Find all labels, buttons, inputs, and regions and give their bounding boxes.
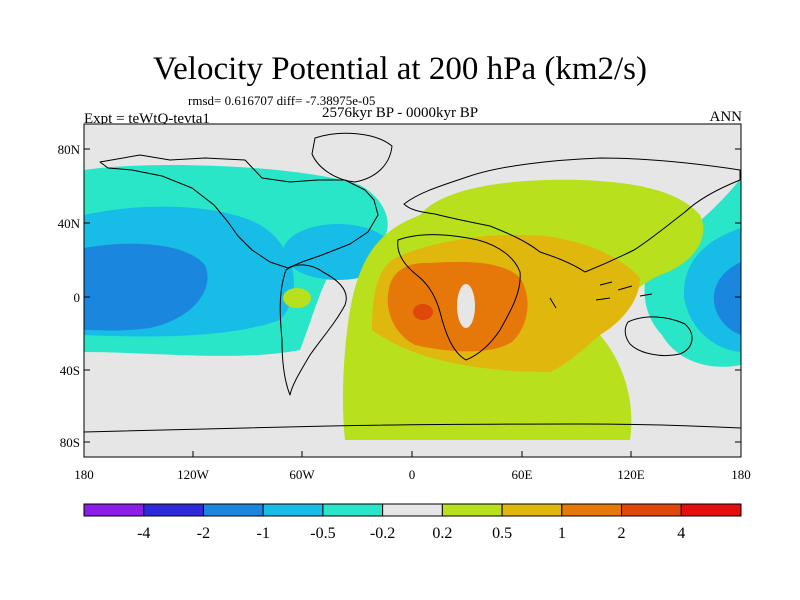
rmsd-diff-stats: rmsd= 0.616707 diff= -7.38975e-05 [188,93,376,108]
weak-anomaly-pockets [457,284,475,328]
colorbar-label: -4 [137,525,150,542]
experiment-label: Expt = teWtQ-tevta1 [84,111,210,127]
colorbar-swatch [680,503,742,517]
south-america-coast [279,264,347,396]
greenland-coast [311,132,393,183]
lon-label: 0 [409,467,416,482]
colorbar-swatch [202,503,264,517]
colorbar-swatch [382,503,443,517]
time-period: 2576kyr BP - 0000kyr BP [322,105,479,121]
colorbar-label: 0.5 [492,525,512,542]
colorbar-label: 0.2 [432,525,452,542]
lon-label: 60E [512,467,533,482]
lat-label: 0 [74,290,81,305]
colorbar-label: -0.2 [370,525,395,542]
colorbar-label: -2 [197,525,210,542]
lon-label: 180 [731,467,751,482]
colorbar-label: -1 [257,525,270,542]
colorbar: -4 -2 -1 -0.5 -0.2 0.2 0.5 1 2 4 [83,503,742,542]
velocity-potential-field [84,124,741,457]
colorbar-swatch [322,503,384,517]
antarctica-coast [84,423,741,433]
colorbar-swatch [621,503,682,517]
lat-label: 80N [58,142,81,157]
lon-label: 60W [289,467,315,482]
longitude-labels: 180 120W 60W 0 60E 120E 180 [74,467,751,482]
colorbar-label: -0.5 [310,525,335,542]
colorbar-swatch [441,503,503,517]
axis-ticks [83,148,742,457]
lon-label: 180 [74,467,94,482]
positive-anomaly-strongest [413,304,433,320]
colorbar-label: 4 [677,525,685,542]
maritime-islands [549,281,653,309]
map-title: Velocity Potential at 200 hPa (km2/s) [152,51,648,87]
season-label: ANN [709,109,743,125]
colorbar-swatch [143,503,204,517]
lat-label: 80S [60,435,80,450]
australia-coast [624,316,693,357]
colorbar-swatch [262,503,324,517]
colorbar-swatch [561,503,623,517]
lat-label: 40S [60,363,80,378]
eurasia-coast [403,157,741,273]
colorbar-swatch [501,503,563,517]
colorbar-label: 1 [558,525,566,542]
negative-anomaly-center [84,243,741,335]
latitude-labels: 80N 40N 0 40S 80S [58,142,81,450]
colorbar-swatch [83,503,145,517]
lon-label: 120E [617,467,645,482]
lon-label: 120W [177,467,210,482]
north-america-coast [99,154,379,269]
africa-coast [397,234,521,361]
colorbar-label: 2 [618,525,626,542]
coastlines [84,132,741,433]
lat-label: 40N [58,216,81,231]
